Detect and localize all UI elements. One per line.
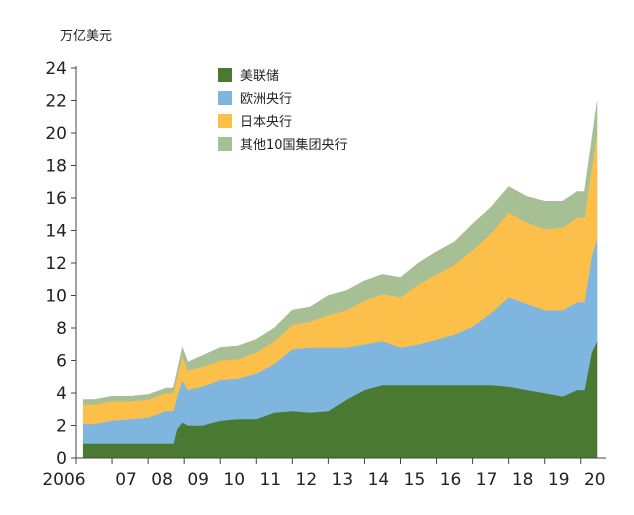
x-tick-label: 15 (404, 470, 426, 490)
x-tick-label: 2006 (42, 470, 85, 490)
x-tick-label: 13 (332, 470, 354, 490)
legend-swatch (218, 68, 232, 82)
areas-layer (82, 102, 598, 459)
legend-label: 日本央行 (240, 115, 292, 130)
legend-label: 美联储 (240, 69, 279, 84)
y-tick-label: 4 (56, 384, 67, 404)
y-tick-label: 12 (45, 254, 67, 274)
unit-label: 万亿美元 (60, 29, 112, 44)
x-axis: 2006 07 08 09 10 11 12 13 14 15 16 17 18 19 20 (42, 457, 606, 490)
y-tick-label: 8 (56, 319, 67, 339)
x-tick-label: 18 (512, 470, 534, 490)
y-tick-label: 20 (45, 124, 67, 144)
y-tick-label: 18 (45, 157, 67, 177)
x-tick-label: 17 (476, 470, 498, 490)
x-tick-label: 08 (151, 470, 173, 490)
legend-label: 其他10国集团央行 (240, 137, 348, 153)
legend-swatch (218, 137, 232, 151)
y-tick-label: 2 (56, 417, 67, 437)
y-tick-label: 14 (45, 222, 67, 242)
legend-swatch (218, 91, 232, 105)
y-tick-label: 24 (45, 59, 67, 79)
legend-swatch (218, 114, 232, 128)
x-tick-label: 14 (368, 470, 390, 490)
x-tick-label: 12 (296, 470, 318, 490)
y-tick-label: 0 (56, 449, 67, 469)
area-series-3 (82, 102, 598, 405)
x-tick-label: 16 (440, 470, 462, 490)
x-tick-label: 20 (584, 470, 606, 490)
y-tick-label: 16 (45, 189, 67, 209)
x-tick-label: 11 (259, 470, 281, 490)
x-tick-label: 09 (187, 470, 209, 490)
x-tick-label: 10 (223, 470, 245, 490)
x-tick-label: 19 (548, 470, 570, 490)
x-tick-label: 07 (115, 470, 137, 490)
legend-label: 欧洲央行 (240, 92, 292, 107)
y-tick-label: 10 (45, 287, 67, 307)
y-tick-label: 22 (45, 92, 67, 112)
y-tick-label: 6 (56, 352, 67, 372)
